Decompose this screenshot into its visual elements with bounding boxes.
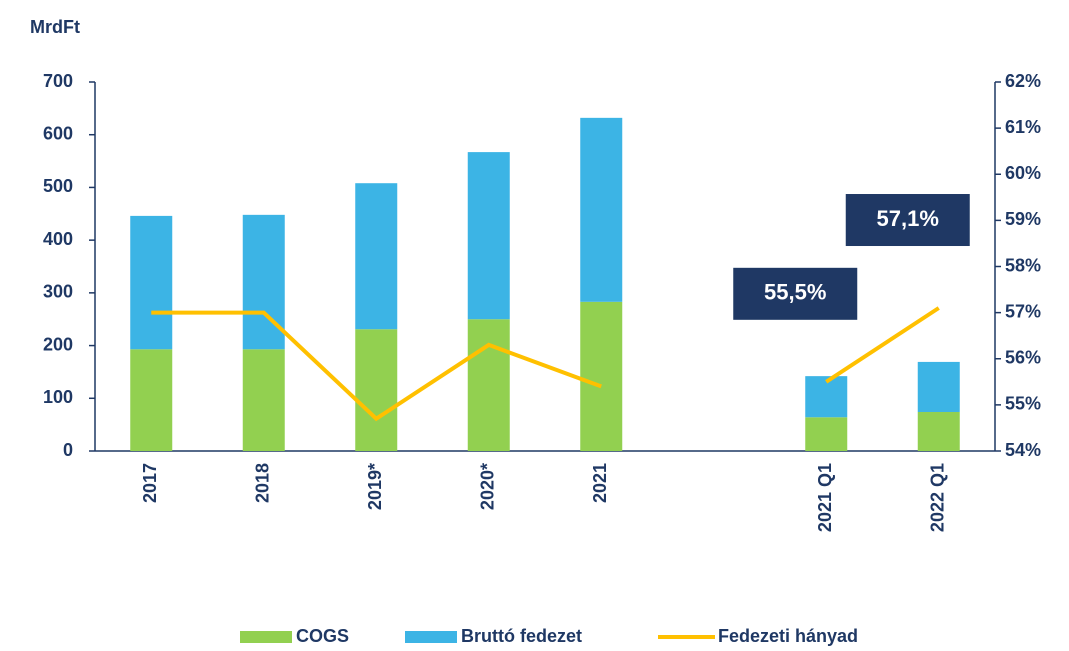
bar-segment (917, 411, 960, 451)
bar-segment (467, 152, 510, 320)
bar-segment (580, 301, 623, 451)
x-tick-label: 2021 (590, 463, 610, 503)
y2-tick-label: 56% (1005, 348, 1041, 368)
x-tick-label: 2018 (253, 463, 273, 503)
bar-segment (805, 376, 848, 418)
bar-segment (917, 361, 960, 412)
y-tick-label: 600 (43, 123, 73, 143)
x-tick-label: 2022 Q1 (928, 463, 948, 532)
y2-tick-label: 54% (1005, 440, 1041, 460)
legend-label: Fedezeti hányad (718, 626, 858, 646)
bar-segment (355, 329, 398, 451)
legend-label: COGS (296, 626, 349, 646)
x-tick-label: 2020* (478, 463, 498, 510)
bar-segment (580, 117, 623, 302)
bar-segment (805, 417, 848, 451)
y2-tick-label: 61% (1005, 117, 1041, 137)
bar-segment (355, 183, 398, 330)
x-tick-label: 2017 (140, 463, 160, 503)
y-tick-label: 200 (43, 334, 73, 354)
x-tick-label: 2021 Q1 (815, 463, 835, 532)
y-tick-label: 0 (63, 440, 73, 460)
value-label: 55,5% (764, 280, 826, 305)
bar-segment (242, 349, 285, 451)
y-tick-label: 100 (43, 387, 73, 407)
y-tick-label: 500 (43, 176, 73, 196)
y2-tick-label: 62% (1005, 71, 1041, 91)
value-label-box (733, 267, 858, 320)
y-tick-label: 400 (43, 229, 73, 249)
x-tick-label: 2019* (365, 463, 385, 510)
legend-swatch (240, 631, 292, 643)
y-tick-label: 300 (43, 282, 73, 302)
bar-segment (130, 349, 173, 451)
line (151, 306, 940, 422)
bar-segment (130, 215, 173, 350)
y-axis-label: MrdFt (30, 17, 80, 37)
y2-tick-label: 60% (1005, 163, 1041, 183)
y2-tick-label: 58% (1005, 255, 1041, 275)
y2-tick-label: 55% (1005, 394, 1041, 414)
value-label: 57,1% (877, 206, 939, 231)
legend-label: Bruttó fedezet (461, 626, 582, 646)
legend-swatch (405, 631, 457, 643)
value-label-box (845, 194, 970, 247)
y-tick-label: 700 (43, 71, 73, 91)
y2-tick-label: 57% (1005, 301, 1041, 321)
bar-segment (467, 319, 510, 451)
y2-tick-label: 59% (1005, 209, 1041, 229)
